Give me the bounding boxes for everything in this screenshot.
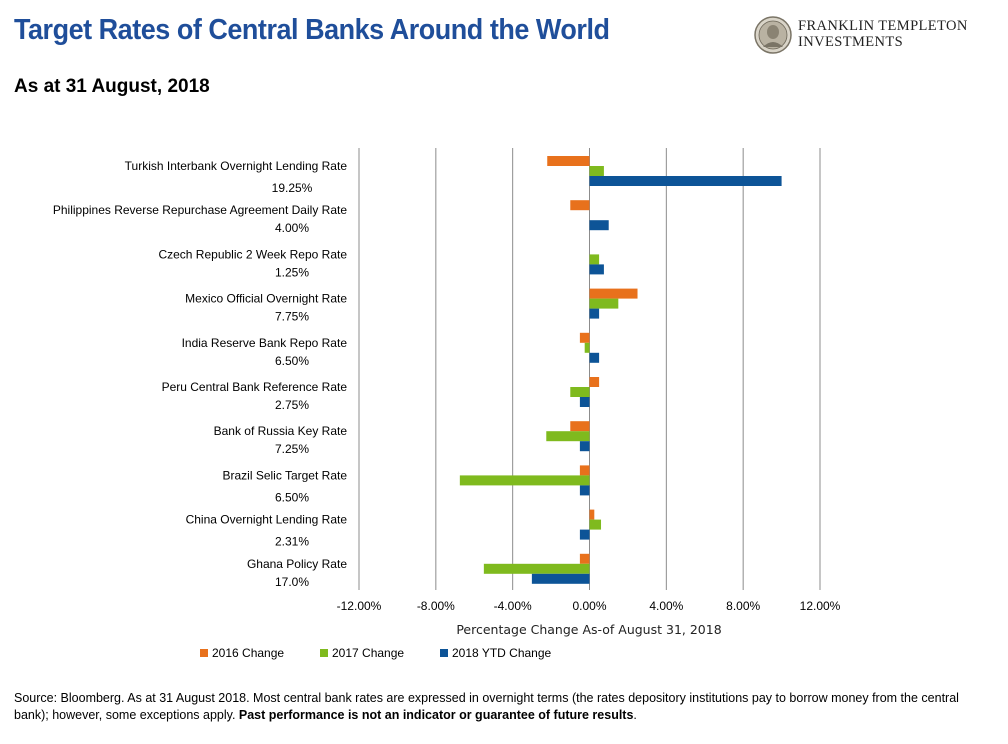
bar-2018-ytd-change xyxy=(589,176,782,186)
source-footnote: Source: Bloomberg. As at 31 August 2018.… xyxy=(14,690,994,724)
category-label: China Overnight Lending Rate xyxy=(186,513,348,527)
bar-2018-ytd-change xyxy=(589,308,600,319)
category-label: Bank of Russia Key Rate xyxy=(214,424,348,438)
bar-2018-ytd-change xyxy=(579,529,590,540)
category-label: India Reserve Bank Repo Rate xyxy=(182,336,348,350)
bar-2016-change xyxy=(579,553,590,564)
bar-2018-ytd-change xyxy=(531,573,590,584)
legend-swatch xyxy=(320,649,328,657)
portrait-seal-icon xyxy=(754,16,792,54)
legend-label: 2018 YTD Change xyxy=(452,646,552,660)
bar-2018-ytd-change xyxy=(579,397,590,407)
current-rate-label: 4.00% xyxy=(275,221,309,235)
logo-line-2: INVESTMENTS xyxy=(798,34,904,50)
current-rate-label: 17.0% xyxy=(275,575,309,589)
x-axis-title: Percentage Change As-of August 31, 2018 xyxy=(456,622,721,637)
x-tick-label: 0.00% xyxy=(572,599,606,613)
bar-2018-ytd-change xyxy=(579,485,590,496)
x-tick-label: -8.00% xyxy=(417,599,455,613)
current-rate-label: 6.50% xyxy=(275,354,309,368)
bar-2017-change xyxy=(546,431,590,442)
bar-2017-change xyxy=(589,298,619,309)
bar-2017-change xyxy=(589,519,602,530)
legend-label: 2016 Change xyxy=(212,646,284,660)
franklin-templeton-logo: FRANKLIN TEMPLETON INVESTMENTS xyxy=(753,15,993,55)
bar-2017-change xyxy=(483,563,590,574)
legend-swatch xyxy=(440,649,448,657)
bar-2016-change xyxy=(570,200,590,211)
category-label: Brazil Selic Target Rate xyxy=(223,468,348,482)
bar-2016-change xyxy=(579,465,590,476)
bar-2016-change xyxy=(579,332,590,343)
x-tick-label: 12.00% xyxy=(800,599,841,613)
bar-2018-ytd-change xyxy=(589,264,604,275)
current-rate-label: 2.31% xyxy=(275,535,309,549)
category-label: Czech Republic 2 Week Repo Rate xyxy=(158,247,347,261)
bar-2016-change xyxy=(589,288,638,299)
legend-label: 2017 Change xyxy=(332,646,404,660)
current-rate-label: 1.25% xyxy=(275,265,309,279)
x-tick-label: -12.00% xyxy=(337,599,382,613)
category-label: Peru Central Bank Reference Rate xyxy=(162,380,348,394)
source-text: Source: Bloomberg. As at 31 August 2018.… xyxy=(14,691,959,722)
x-tick-label: 4.00% xyxy=(649,599,683,613)
current-rate-label: 6.50% xyxy=(275,490,309,504)
bar-2018-ytd-change xyxy=(589,220,609,231)
category-label: Philippines Reverse Repurchase Agreement… xyxy=(53,203,347,217)
bar-2016-change xyxy=(589,377,600,387)
bar-chart: -12.00% -8.00% -4.00% 0.00% 4.00% 8.00% 12.00%… xyxy=(53,148,841,660)
category-label: Ghana Policy Rate xyxy=(247,557,347,571)
bar-2016-change xyxy=(589,509,595,520)
current-rate-label: 7.75% xyxy=(275,310,309,324)
category-label: Mexico Official Overnight Rate xyxy=(185,292,347,306)
bar-2017-change xyxy=(589,254,600,265)
bar-2017-change xyxy=(584,342,590,353)
x-tick-label: -4.00% xyxy=(494,599,532,613)
performance-disclaimer: Past performance is not an indicator or … xyxy=(238,708,634,722)
bar-2018-ytd-change xyxy=(579,441,590,452)
page-title: Target Rates of Central Banks Around the… xyxy=(14,14,610,46)
bar-2017-change xyxy=(570,387,590,397)
bar-2017-change xyxy=(459,475,590,486)
bar-2018-ytd-change xyxy=(589,352,600,363)
x-tick-label: 8.00% xyxy=(726,599,760,613)
legend-swatch xyxy=(200,649,208,657)
current-rate-label: 19.25% xyxy=(272,181,313,195)
page-subtitle: As at 31 August, 2018 xyxy=(14,76,210,97)
logo-line-1: FRANKLIN TEMPLETON xyxy=(798,18,968,34)
category-label: Turkish Interbank Overnight Lending Rate xyxy=(125,159,348,173)
bar-2016-change xyxy=(570,421,590,432)
current-rate-label: 2.75% xyxy=(275,398,309,412)
bar-2017-change xyxy=(589,166,604,176)
bar-2016-change xyxy=(547,156,590,166)
current-rate-label: 7.25% xyxy=(275,442,309,456)
source-end: . xyxy=(633,708,637,722)
